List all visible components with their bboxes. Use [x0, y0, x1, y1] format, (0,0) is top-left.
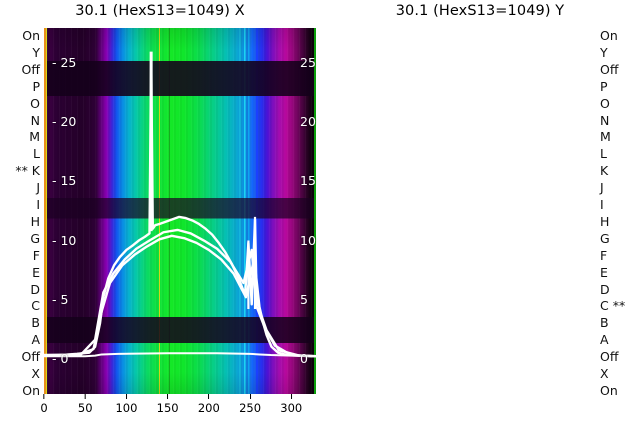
category-label-j-9: J	[36, 180, 40, 196]
category-label-m-6: M	[600, 129, 611, 145]
y-tick-outer-5: 5	[300, 291, 308, 307]
y-tick-5: - 5	[52, 291, 69, 307]
category-label-off-2: Off	[600, 61, 619, 77]
category-label-p-3: P	[32, 78, 40, 94]
category-label-f-13: F	[600, 247, 608, 263]
trace-profile-c	[44, 228, 316, 358]
panel-x: 30.1 (HexS13=1049) X - 25 - 20 - 15 - 10 - 5…	[40, 3, 316, 440]
panel-x-title: 30.1 (HexS13=1049) X	[75, 3, 245, 19]
category-label-y-1: Y	[600, 44, 608, 60]
category-label-off-2: Off	[21, 61, 40, 77]
plot-area-x[interactable]	[44, 28, 316, 394]
x-tick-mark	[43, 394, 45, 399]
category-label-p-3: P	[600, 78, 608, 94]
category-label-h-11: H	[600, 213, 610, 229]
trace-baseline	[44, 352, 316, 358]
category-label-h-11: H	[30, 213, 40, 229]
category-label-f-13: F	[32, 247, 40, 263]
category-label-c-16: C **	[600, 298, 626, 314]
y-tick-outer-0: 0	[300, 350, 308, 366]
category-label-g-12: G	[600, 230, 610, 246]
category-label-d-15: D	[30, 281, 40, 297]
heatmap-row-separators-x	[44, 28, 316, 394]
category-label-c-16: C	[31, 298, 40, 314]
y-tick-outer-15: 15	[300, 173, 316, 189]
category-label-x-20: X	[31, 366, 40, 381]
heatmap-vignette-x	[44, 28, 316, 394]
plot-edge-yellow-x	[46, 28, 47, 394]
x-tick-250: 250	[239, 394, 261, 415]
category-label-e-14: E	[32, 264, 40, 280]
category-label-off-19: Off	[600, 349, 619, 365]
category-label-a-18: A	[600, 332, 609, 348]
panel-y: 30.1 (HexS13=1049) Y - 25- 20- 15- 10- 5…	[320, 0, 640, 440]
category-label-d-15: D	[600, 281, 610, 297]
category-label-on-0: On	[22, 28, 40, 43]
x-tick-label: 0	[40, 401, 48, 415]
y-tick-20: - 20	[52, 114, 77, 130]
category-label-b-17: B	[31, 315, 40, 331]
x-tick-mark	[208, 394, 210, 399]
x-tick-label: 50	[77, 401, 93, 415]
x-tick-100: 100	[115, 394, 137, 415]
category-label-n-5: N	[30, 112, 40, 128]
category-label-on-21: On	[22, 382, 40, 398]
category-label-b-17: B	[600, 315, 609, 331]
x-axis-x: 0 50 100 150 200 250 300	[40, 394, 316, 440]
x-tick-mark	[167, 394, 169, 399]
y-tick-25: - 25	[52, 55, 77, 71]
category-label-off-19: Off	[21, 349, 40, 365]
x-tick-300: 300	[280, 394, 302, 415]
category-label-o-4: O	[30, 95, 40, 111]
x-tick-label: 300	[280, 401, 303, 415]
y-tick-0: - 0	[52, 350, 69, 366]
left-category-axis: On Y Off P O N M L ** K J I H G F E D C B A Off X On	[0, 0, 44, 440]
x-tick-label: 250	[239, 401, 262, 415]
y-tick-outer-25: 25	[300, 55, 316, 71]
panel-y-title: 30.1 (HexS13=1049) Y	[395, 3, 565, 19]
category-label-j-9: J	[600, 180, 604, 196]
x-tick-0: 0	[40, 394, 48, 415]
category-label-n-5: N	[600, 112, 610, 128]
x-tick-150: 150	[157, 394, 179, 415]
x-tick-label: 100	[115, 401, 138, 415]
category-label-g-12: G	[30, 230, 40, 246]
category-label-i-10: I	[36, 197, 40, 212]
category-label-x-20: X	[600, 366, 609, 381]
category-label-o-4: O	[600, 95, 610, 111]
category-label-a-18: A	[31, 332, 40, 348]
right-category-axis: On Y Off P O N M L K J I H G F E D C ** B A Off X On	[596, 0, 640, 440]
x-tick-mark	[290, 394, 292, 399]
overlay-traces-x	[44, 51, 316, 358]
category-label-on-0: On	[600, 28, 618, 43]
x-tick-label: 200	[197, 401, 220, 415]
x-tick-mark	[84, 394, 86, 399]
y-tick-10: - 10	[52, 232, 77, 248]
plot-edge-green-x	[314, 28, 316, 394]
x-tick-mark	[249, 394, 251, 399]
x-tick-50: 50	[78, 394, 93, 415]
x-tick-label: 150	[156, 401, 179, 415]
category-label-l-7: L	[33, 146, 40, 162]
category-label-m-6: M	[29, 129, 40, 145]
y-tick-15: - 15	[52, 173, 77, 189]
category-label-e-14: E	[600, 264, 608, 280]
trace-profile-b	[44, 234, 316, 358]
x-tick-200: 200	[198, 394, 220, 415]
trace-profile-main	[44, 56, 314, 358]
category-label-on-21: On	[600, 382, 618, 398]
category-label-y-1: Y	[32, 44, 40, 60]
y-tick-outer-10: 10	[300, 232, 316, 248]
category-label-i-10: I	[600, 197, 604, 212]
category-label-k-8: ** K	[15, 163, 40, 179]
category-label-k-8: K	[600, 163, 609, 179]
category-label-l-7: L	[600, 146, 607, 162]
plot-edge-orange-x	[44, 28, 46, 394]
y-tick-outer-20: 20	[300, 114, 316, 130]
x-tick-mark	[125, 394, 127, 399]
